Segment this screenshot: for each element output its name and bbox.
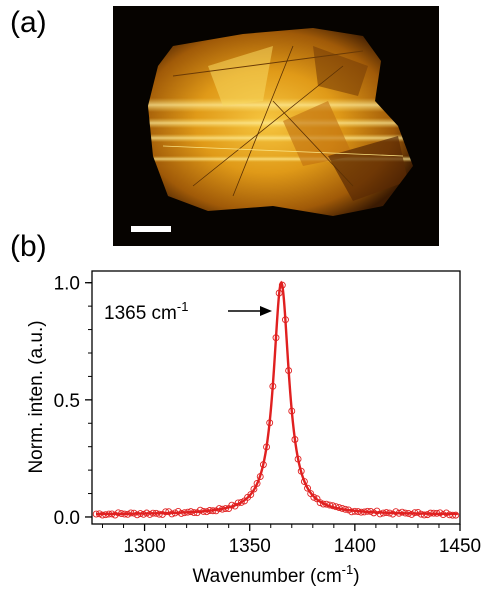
x-tick-label: 1350 (229, 536, 271, 557)
optical-micrograph (113, 6, 439, 246)
lorentzian-fit-line (96, 280, 458, 516)
data-point (310, 493, 318, 501)
data-point (237, 498, 245, 506)
x-tick-label: 1400 (334, 536, 376, 557)
data-point (420, 511, 428, 519)
y-tick-label: 1.0 (54, 274, 80, 295)
peak-annotation: 1365 cm-1 (104, 299, 188, 324)
data-point (247, 491, 255, 498)
y-axis-label: Norm. inten. (a.u.) (26, 320, 47, 473)
data-point (449, 511, 457, 519)
flake-texture (148, 45, 413, 201)
data-point (250, 485, 258, 493)
scale-bar (131, 226, 171, 232)
x-tick-label: 1300 (123, 536, 165, 557)
data-point (376, 510, 384, 518)
y-axis-ticks: 0.0 0.5 1.0 (54, 274, 92, 529)
y-tick-label: 0.5 (54, 391, 80, 412)
panel-label-a: (a) (10, 6, 47, 39)
plot-frame (91, 270, 461, 525)
panel-label-b: (b) (10, 230, 47, 263)
x-axis-ticks: 1300 1350 1400 1450 (102, 524, 481, 557)
y-tick-label: 0.0 (54, 508, 80, 529)
x-axis-label: Wavenumber (cm-1) (192, 562, 359, 587)
data-point (304, 484, 311, 492)
data-point (452, 511, 460, 519)
x-tick-label: 1450 (439, 536, 481, 557)
annotation-arrow-head (260, 306, 272, 316)
